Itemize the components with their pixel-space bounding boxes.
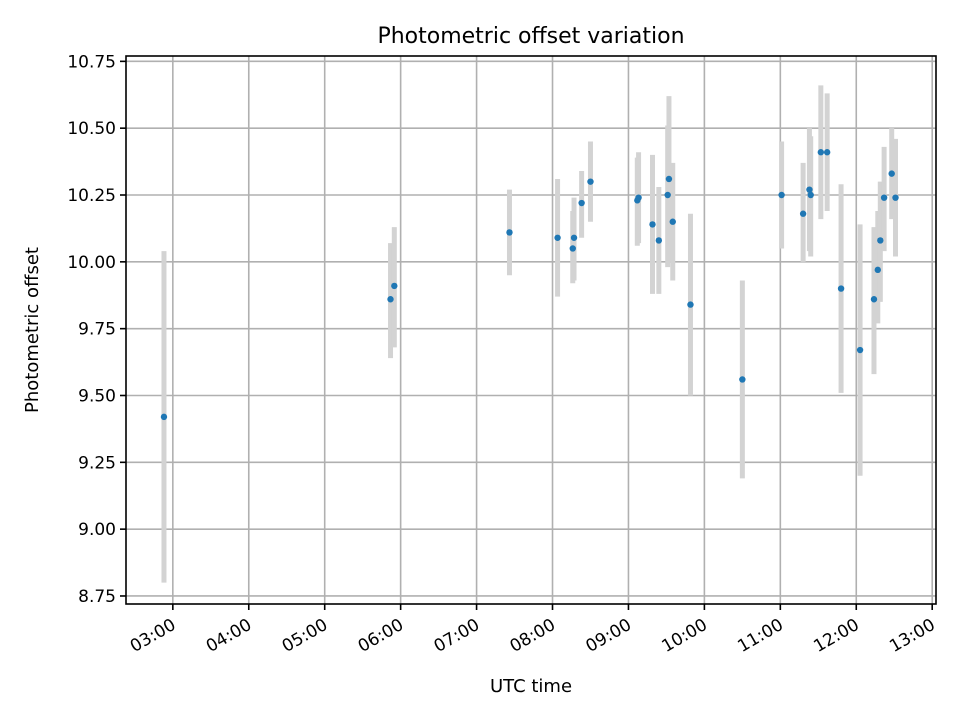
data-point (587, 178, 594, 185)
data-point (655, 237, 663, 244)
data-point (799, 210, 807, 217)
data-point (687, 301, 694, 308)
data-point (665, 175, 673, 183)
y-tick-label: 9.00 (78, 520, 116, 540)
data-point (837, 285, 845, 292)
y-tick-label: 9.75 (78, 320, 116, 340)
data-point (823, 149, 831, 156)
y-tick-label: 10.00 (67, 253, 116, 273)
data-point (669, 218, 676, 225)
data-point (664, 191, 671, 199)
x-axis-label: UTC time (490, 676, 572, 697)
data-point (387, 296, 394, 303)
data-point (888, 170, 895, 177)
data-point (817, 149, 825, 156)
data-point (578, 199, 585, 207)
y-tick-label: 9.25 (78, 453, 116, 473)
marker-layer (160, 149, 899, 421)
y-tick-label: 10.50 (67, 119, 116, 139)
grid-layer (126, 56, 936, 604)
y-tick-label: 10.75 (67, 52, 116, 72)
data-point (160, 413, 168, 421)
y-tick-label: 9.50 (78, 386, 116, 406)
y-axis-label: Photometric offset (22, 247, 43, 413)
data-point (806, 186, 813, 193)
data-point (635, 194, 642, 201)
chart-title: Photometric offset variation (377, 24, 684, 49)
data-point (569, 245, 576, 252)
data-point (877, 237, 884, 244)
data-point (807, 191, 814, 199)
data-point (880, 194, 888, 201)
data-point (554, 234, 561, 241)
data-point (570, 234, 578, 241)
data-point (778, 191, 785, 199)
data-point (391, 282, 398, 290)
data-point (739, 376, 746, 383)
data-point (856, 346, 864, 354)
data-point (649, 221, 656, 228)
y-axis-ticks: 8.75 9.00 9.25 9.50 9.75 10.00 10.25 10.50 10.75 (67, 52, 126, 607)
y-tick-label: 8.75 (78, 587, 116, 607)
data-point (870, 296, 878, 303)
plot-frame (125, 55, 937, 605)
data-point (506, 229, 513, 236)
data-point (892, 194, 899, 201)
y-tick-label: 10.25 (67, 186, 116, 206)
data-point (874, 266, 881, 274)
